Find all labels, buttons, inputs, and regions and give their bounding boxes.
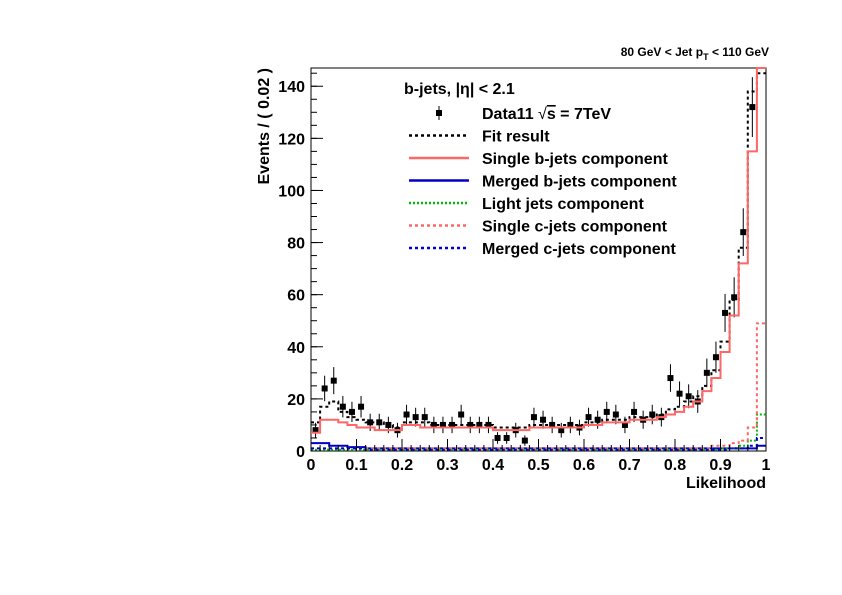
- data-point: [494, 434, 501, 441]
- legend-label-single-c-jets-component: Single c-jets component: [482, 219, 668, 236]
- x-tick-label: 1: [762, 457, 771, 474]
- data-point: [467, 421, 474, 428]
- data-point: [603, 408, 610, 415]
- x-tick-label: 0.1: [345, 457, 367, 474]
- data-point: [722, 309, 729, 316]
- data-point: [594, 416, 601, 423]
- legend-label-light-jets-component: Light jets component: [482, 196, 644, 213]
- series-layer: [311, 67, 766, 451]
- y-tick-label: 20: [287, 392, 305, 409]
- x-axis-label: Likelihood: [686, 475, 766, 492]
- legend-header: b-jets, |η| < 2.1: [404, 81, 515, 98]
- single-c-jets-component-line: [311, 322, 766, 450]
- data-point: [585, 414, 592, 421]
- data-point: [667, 375, 674, 382]
- data-point: [348, 408, 355, 415]
- fit-result-line: [311, 72, 766, 429]
- data-point: [358, 403, 365, 410]
- data-point: [367, 419, 374, 426]
- data-point: [530, 414, 537, 421]
- data-point: [421, 414, 428, 421]
- data-point: [339, 403, 346, 410]
- y-tick-label: 140: [278, 79, 305, 96]
- data-point: [685, 393, 692, 400]
- data-point: [712, 354, 719, 361]
- legend-label-fit-result: Fit result: [482, 129, 550, 146]
- y-tick-label: 60: [287, 288, 305, 305]
- x-tick-label: 0: [307, 457, 316, 474]
- data-point: [621, 421, 628, 428]
- x-tick-label: 0.2: [391, 457, 413, 474]
- single-b-jets-component-line: [311, 67, 766, 434]
- data-point: [649, 411, 656, 418]
- y-tick-label: 40: [287, 340, 305, 357]
- x-tick-label: 0.7: [618, 457, 640, 474]
- data-point: [676, 390, 683, 397]
- axis-layer: 0 0.1 0.2 0.3 0.4 0.5 0.6 0.7 0.8 0.9 1 0 20 40 60 80 10…: [278, 72, 771, 474]
- x-tick-label: 0.5: [527, 457, 549, 474]
- x-tick-label: 0.9: [709, 457, 731, 474]
- data-point: [749, 104, 756, 111]
- data-point: [449, 421, 456, 428]
- y-tick-label: 120: [278, 131, 305, 148]
- data-point: [558, 427, 565, 434]
- x-tick-label: 0.6: [573, 457, 595, 474]
- data-point: [631, 408, 638, 415]
- legend-label-merged-b-jets-component: Merged b-jets component: [482, 174, 677, 191]
- data-point: [740, 229, 747, 236]
- data-point: [412, 414, 419, 421]
- y-axis-label: Events / ( 0.02 ): [256, 68, 273, 185]
- data-point: [703, 369, 710, 376]
- x-tick-label: 0.4: [482, 457, 504, 474]
- chart-title: 80 GeV < Jet pT < 110 GeV: [621, 45, 769, 62]
- title-pre: 80 GeV < Jet p: [621, 45, 703, 59]
- data-point: [731, 294, 738, 301]
- data-point: [458, 411, 465, 418]
- legend-label-data: Data11 √s = 7TeV: [482, 106, 611, 123]
- data-point: [430, 421, 437, 428]
- data-point: [403, 411, 410, 418]
- data-point: [485, 421, 492, 428]
- data-point: [612, 411, 619, 418]
- data-point: [321, 385, 328, 392]
- data-point: [330, 377, 337, 384]
- legend-label-merged-c-jets-component: Merged c-jets component: [482, 241, 676, 258]
- y-tick-label: 100: [278, 183, 305, 200]
- title-sub: T: [703, 52, 709, 62]
- y-tick-label: 80: [287, 236, 305, 253]
- svg-text:80 GeV < Jet pT < 110 GeV: 80 GeV < Jet pT < 110 GeV: [621, 45, 769, 62]
- data-point: [312, 427, 319, 434]
- data-point: [503, 434, 510, 441]
- y-tick-label: 0: [296, 444, 305, 461]
- x-tick-label: 0.8: [664, 457, 686, 474]
- data-point: [521, 437, 528, 444]
- data-point: [540, 416, 547, 423]
- legend-label-single-b-jets-component: Single b-jets component: [482, 151, 668, 168]
- x-tick-label: 0.3: [436, 457, 458, 474]
- title-post: < 110 GeV: [709, 45, 769, 59]
- legend-marker: [436, 110, 442, 116]
- legend: b-jets, |η| < 2.1 Data11 √s = 7TeV Fit re…: [404, 81, 677, 258]
